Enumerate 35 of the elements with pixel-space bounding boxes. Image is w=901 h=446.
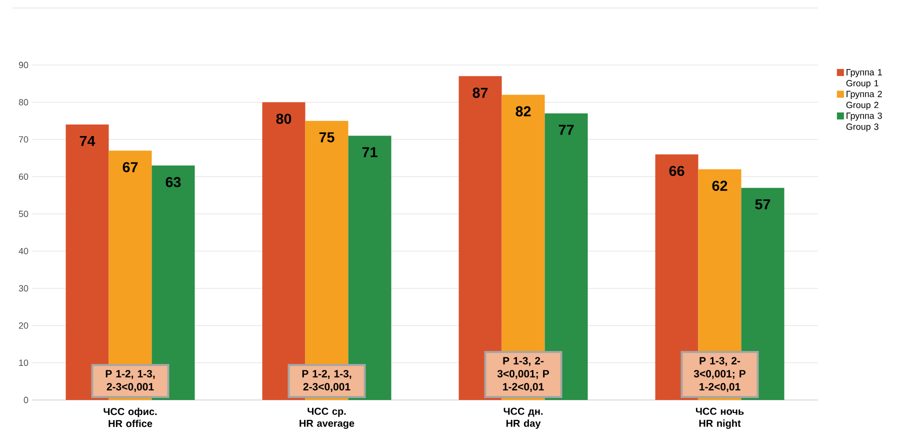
data-label: 62 [712,180,728,191]
data-label: 67 [122,162,138,172]
y-tick-label: 70 [18,136,28,143]
data-label: 74 [80,136,96,146]
annotation: P 1-3, 2-3<0,001; P 1-2<0,01 [694,357,746,392]
y-tick-label: 50 [18,210,28,218]
y-tick-label: 0 [24,396,28,404]
annotation: P 1-2, 1-3, 2-3<0,001 [302,370,352,392]
legend-label: Группа 3 Group 3 [846,112,882,132]
data-label: 63 [166,177,181,188]
data-label: 77 [558,124,574,135]
x-tick-label: ЧСС ночь HR night [696,408,744,429]
data-label: 57 [755,199,770,210]
data-label: 71 [362,147,378,158]
y-tick-label: 20 [18,322,28,329]
y-tick-label: 10 [19,360,28,366]
legend-label: Группа 2 Group 2 [846,90,882,110]
annotation: P 1-3, 2-3<0,001; P 1-2<0,01 [497,357,550,392]
data-label: 82 [516,106,531,116]
y-tick-label: 30 [18,285,28,292]
data-label: 66 [669,166,684,176]
y-tick-label: 40 [18,248,28,254]
data-label: 87 [472,88,488,98]
y-tick-label: 80 [18,99,28,106]
y-tick-label: 90 [18,62,28,68]
data-label: 75 [319,132,334,142]
data-label: 80 [276,114,292,124]
bar [741,188,784,400]
bar [544,113,588,400]
annotation: P 1-2, 1-3, 2-3<0,001 [106,370,155,392]
x-tick-label: ЧСС ср. HR average [300,408,354,429]
x-tick-label: ЧСС дн. HR day [504,408,543,429]
legend-label: Группа 1 Group 1 [846,69,882,88]
x-tick-label: ЧСС офис. HR office [104,408,157,428]
y-tick-label: 60 [18,173,28,180]
